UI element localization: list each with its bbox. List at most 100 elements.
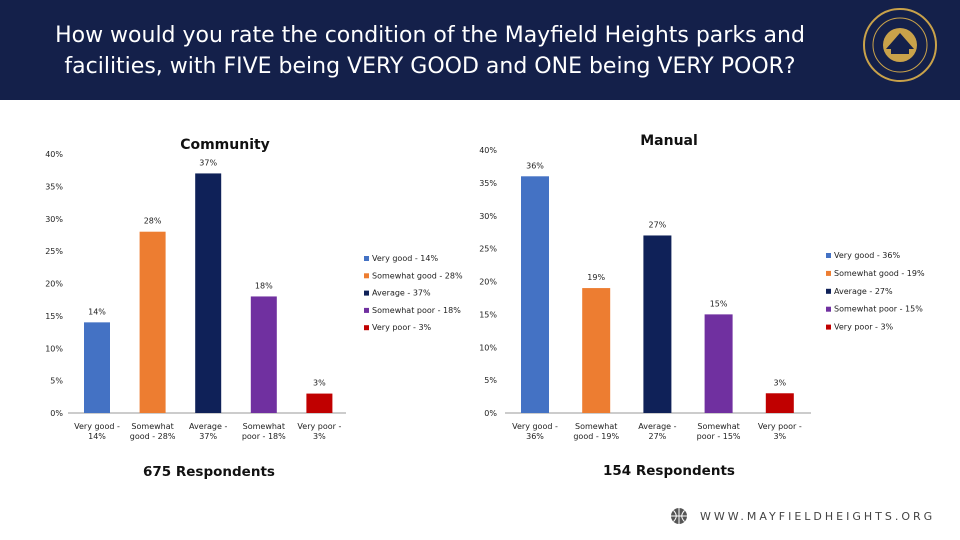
y-tick-label: 30% (479, 212, 497, 221)
legend-label: Somewhat poor - 15% (834, 305, 923, 314)
x-tick-label: Somewhat poor - 18% (242, 422, 286, 441)
legend-swatch (826, 306, 831, 312)
x-tick-label: Somewhat poor - 15% (697, 422, 741, 441)
data-label: 3% (773, 378, 786, 387)
title-banner: How would you rate the condition of the … (0, 0, 960, 100)
bar (84, 322, 110, 413)
legend-swatch (364, 273, 369, 279)
y-tick-label: 5% (50, 377, 63, 386)
y-tick-label: 15% (45, 312, 63, 321)
x-tick-label-line: 3% (773, 432, 786, 441)
x-tick-label-line: Very poor - (758, 422, 802, 431)
chart-title: Manual (640, 133, 698, 149)
data-label: 14% (88, 307, 106, 316)
x-tick-label: Very good -14% (74, 422, 120, 441)
bar (765, 393, 794, 413)
legend-label: Somewhat good - 19% (834, 269, 925, 278)
y-tick-label: 30% (45, 215, 63, 224)
legend-label: Very good - 14% (372, 254, 438, 263)
y-tick-label: 40% (479, 146, 497, 155)
y-tick-label: 15% (479, 310, 497, 319)
y-tick-label: 20% (479, 278, 497, 287)
x-tick-label-line: Average - (638, 422, 676, 431)
x-tick-label-line: Somewhat (131, 422, 173, 431)
y-tick-label: 5% (484, 376, 497, 385)
x-tick-label-line: Somewhat (243, 422, 285, 431)
legend-swatch (826, 253, 831, 258)
bar (195, 173, 222, 413)
bar (521, 176, 549, 413)
x-tick-label-line: Somewhat (575, 422, 617, 431)
x-tick-label-line: Average - (189, 422, 227, 431)
legend-label: Average - 27% (834, 287, 893, 296)
bar (704, 314, 733, 413)
legend-label: Somewhat poor - 18% (372, 306, 461, 315)
data-label: 19% (587, 273, 605, 282)
legend-swatch (364, 307, 369, 313)
bar (139, 231, 166, 413)
community-respondents: 675 Respondents (143, 464, 275, 480)
y-tick-label: 10% (45, 344, 63, 353)
x-tick-label-line: good - 28% (130, 432, 176, 441)
x-tick-label-line: 14% (88, 432, 106, 441)
manual-respondents: 154 Respondents (603, 463, 735, 479)
x-tick-label-line: Very poor - (297, 422, 341, 431)
x-tick-label-line: good - 19% (573, 432, 619, 441)
y-tick-label: 0% (484, 409, 497, 418)
y-tick-label: 40% (45, 150, 63, 159)
chart-title: Community (180, 137, 270, 153)
x-tick-label-line: poor - 15% (697, 432, 741, 441)
y-tick-label: 35% (45, 182, 63, 191)
data-label: 28% (144, 217, 162, 226)
legend-label: Very poor - 3% (834, 323, 894, 332)
x-tick-label: Very good -36% (512, 422, 558, 441)
legend-label: Average - 37% (372, 289, 431, 298)
y-tick-label: 25% (479, 245, 497, 254)
x-tick-label-line: Very good - (74, 422, 120, 431)
data-label: 27% (649, 220, 667, 229)
y-tick-label: 10% (479, 343, 497, 352)
x-tick-label-line: 37% (199, 432, 217, 441)
y-tick-label: 25% (45, 247, 63, 256)
x-tick-label: Somewhat good - 28% (130, 422, 176, 441)
x-tick-label: Very poor -3% (758, 422, 802, 441)
x-tick-label-line: 36% (526, 432, 544, 441)
legend-swatch (826, 324, 831, 330)
legend-label: Somewhat good - 28% (372, 271, 463, 280)
x-tick-label: Somewhat good - 19% (573, 422, 619, 441)
data-label: 36% (526, 161, 544, 170)
community-chart: Community0%5%10%15%20%25%30%35%40%14%Ver… (45, 137, 463, 441)
x-tick-label-line: 27% (649, 432, 667, 441)
data-label: 3% (313, 379, 326, 388)
x-tick-label: Average -37% (189, 422, 227, 441)
data-label: 37% (199, 158, 217, 167)
y-tick-label: 35% (479, 179, 497, 188)
x-tick-label-line: poor - 18% (242, 432, 286, 441)
data-label: 18% (255, 281, 273, 290)
legend-label: Very poor - 3% (372, 323, 432, 332)
bar (582, 288, 611, 413)
legend-label: Very good - 36% (834, 251, 900, 260)
data-label: 15% (710, 299, 728, 308)
bar (306, 393, 333, 413)
legend-swatch (364, 325, 369, 331)
city-seal-icon (863, 8, 937, 82)
x-tick-label-line: Somewhat (697, 422, 739, 431)
y-tick-label: 20% (45, 280, 63, 289)
website-link[interactable]: WWW.MAYFIELDHEIGHTS.ORG (700, 510, 936, 523)
legend-swatch (826, 270, 831, 276)
legend-swatch (364, 290, 369, 296)
legend-swatch (826, 288, 831, 294)
bar (643, 235, 672, 413)
basketball-icon (671, 508, 687, 524)
y-tick-label: 0% (50, 409, 63, 418)
legend-swatch (364, 256, 369, 261)
x-tick-label: Very poor -3% (297, 422, 341, 441)
x-tick-label: Average -27% (638, 422, 676, 441)
slide-title: How would you rate the condition of the … (55, 23, 805, 79)
x-tick-label-line: 3% (313, 432, 326, 441)
x-tick-label-line: Very good - (512, 422, 558, 431)
bar (250, 296, 277, 413)
